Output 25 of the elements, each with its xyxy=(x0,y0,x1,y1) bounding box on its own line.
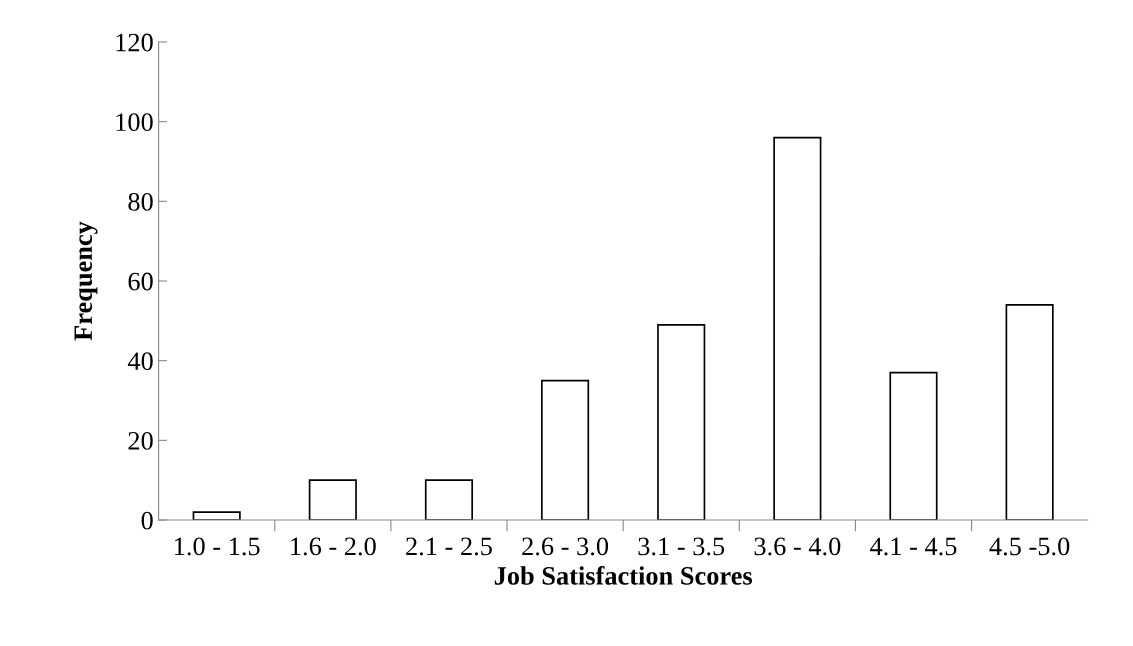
bar xyxy=(1005,304,1054,521)
y-axis-title: Frequency xyxy=(74,221,98,341)
x-tick-label: 4.5 -5.0 xyxy=(989,537,1070,556)
x-tick-label: 3.6 - 4.0 xyxy=(754,537,841,556)
x-tick-label: 3.1 - 3.5 xyxy=(638,537,725,556)
x-tick-label: 4.1 - 4.5 xyxy=(870,537,957,556)
bar xyxy=(889,371,938,521)
x-tick-label: 2.6 - 3.0 xyxy=(522,537,609,556)
bar xyxy=(541,379,590,521)
bar xyxy=(192,511,241,521)
bar xyxy=(424,479,474,521)
x-tick-label: 1.6 - 2.0 xyxy=(291,537,376,556)
x-tick-label: 1.0 - 1.5 xyxy=(175,537,260,556)
bar xyxy=(657,323,706,521)
y-tick-label: 40 xyxy=(127,352,153,371)
y-tick-label: 100 xyxy=(116,113,153,132)
bar xyxy=(308,479,357,521)
y-tick-label: 60 xyxy=(128,272,153,291)
bar xyxy=(773,136,822,521)
y-tick-label: 120 xyxy=(116,33,153,52)
x-axis-title: Job Satisfaction Scores xyxy=(494,565,753,585)
y-tick-label: 20 xyxy=(128,431,153,450)
x-tick-label: 2.1 - 2.5 xyxy=(406,537,492,556)
y-tick-label: 80 xyxy=(128,192,153,211)
y-tick-label: 0 xyxy=(141,511,153,530)
